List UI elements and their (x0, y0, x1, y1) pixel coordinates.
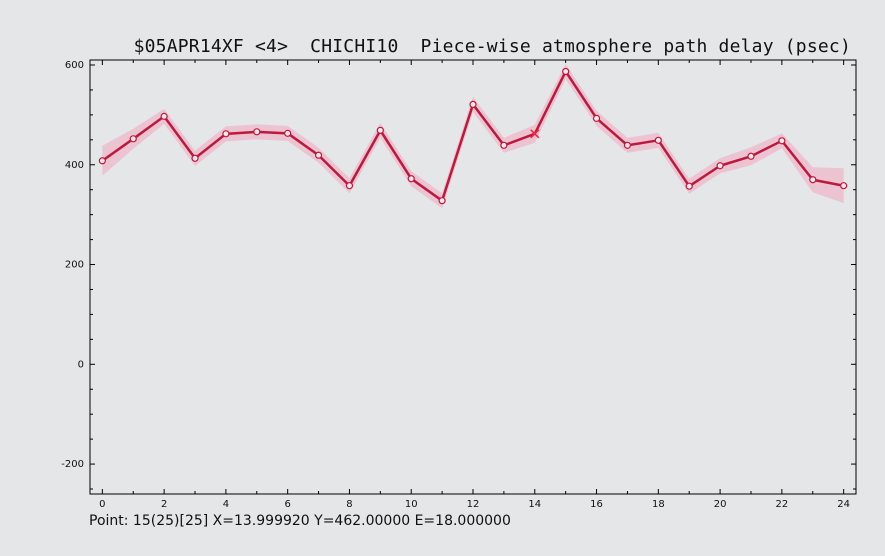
data-point (284, 129, 292, 137)
data-point (562, 67, 570, 76)
data-point (129, 135, 137, 143)
y-tick-label: 200 (65, 260, 84, 271)
data-point (345, 182, 354, 190)
error-band (102, 63, 844, 209)
data-point (623, 141, 632, 149)
data-point (253, 128, 261, 136)
data-point (685, 182, 693, 190)
data-point (191, 154, 199, 162)
x-tick-label: 18 (652, 499, 665, 510)
data-point (809, 176, 817, 184)
x-tick-label: 4 (223, 499, 229, 510)
x-tick-label: 16 (590, 499, 603, 510)
data-point (500, 141, 508, 149)
data-point (314, 151, 323, 159)
status-readout: Point: 15(25)[25] X=13.999920 Y=462.0000… (89, 513, 511, 529)
x-tick-label: 2 (161, 499, 167, 510)
chart-title: $05APR14XF <4> CHICHI10 Piece-wise atmos… (133, 36, 851, 57)
data-point (716, 162, 724, 170)
data-point (438, 197, 446, 205)
y-tick-label: 0 (78, 359, 84, 370)
data-point (469, 100, 477, 108)
data-point (376, 126, 384, 134)
x-tick-label: 14 (528, 499, 541, 510)
x-tick-label: 8 (346, 499, 352, 510)
data-point (222, 130, 230, 138)
x-tick-label: 12 (467, 499, 480, 510)
data-point (592, 114, 601, 122)
x-tick-label: 22 (776, 499, 789, 510)
data-point (654, 136, 662, 144)
x-tick-label: 24 (837, 499, 850, 510)
data-point (98, 157, 106, 165)
x-tick-label: 10 (405, 499, 418, 510)
highlighted-point-cross (530, 129, 540, 139)
data-point (407, 175, 415, 183)
plot-frame (89, 59, 857, 495)
y-tick-label: 600 (65, 60, 84, 71)
x-tick-label: 20 (714, 499, 727, 510)
series-line (101, 70, 844, 202)
data-point (160, 112, 168, 120)
y-tick-label: -200 (61, 459, 84, 470)
y-tick-label: 400 (65, 160, 84, 171)
data-point (747, 152, 755, 160)
data-point (778, 137, 786, 145)
x-tick-label: 0 (99, 499, 105, 510)
x-tick-label: 6 (284, 499, 290, 510)
data-point (840, 182, 848, 190)
